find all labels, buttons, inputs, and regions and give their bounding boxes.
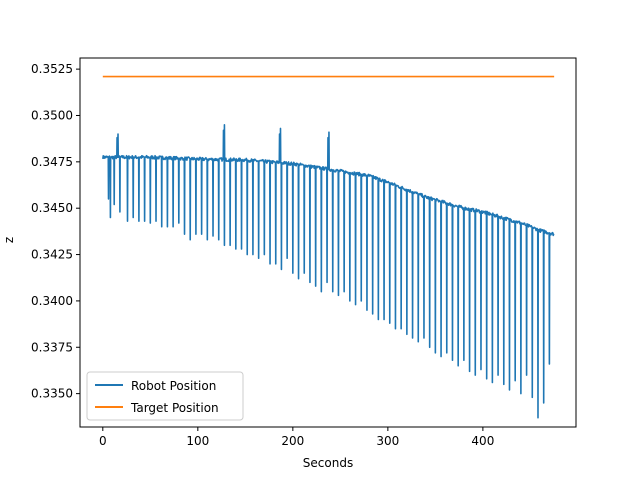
robot-position-line	[102, 123, 555, 419]
legend-label-robot-position: Robot Position	[131, 379, 216, 393]
axes: 0 100 200 300 400 0.3350 0.3375 0.3400 0.3425 0.3…	[31, 57, 577, 448]
y-tick-label: 0.3500	[31, 108, 73, 122]
legend: Robot Position Target Position	[86, 371, 244, 421]
y-tick-label: 0.3475	[31, 155, 73, 169]
plot-area	[102, 75, 555, 419]
x-tick-label: 200	[281, 434, 304, 448]
y-tick-label: 0.3525	[31, 62, 73, 76]
y-axis-label: z	[2, 237, 16, 243]
y-tick-label: 0.3400	[31, 294, 73, 308]
x-tick-label: 300	[376, 434, 399, 448]
x-axis-label: Seconds	[303, 456, 353, 470]
x-tick-label: 100	[186, 434, 209, 448]
legend-label-target-position: Target Position	[130, 401, 219, 415]
y-tick-label: 0.3375	[31, 340, 73, 354]
x-tick-label: 0	[99, 434, 107, 448]
axes-frame	[79, 57, 577, 428]
legend-frame	[86, 371, 244, 421]
x-tick-label: 400	[471, 434, 494, 448]
y-tick-label: 0.3450	[31, 201, 73, 215]
y-tick-label: 0.3425	[31, 248, 73, 262]
y-tick-label: 0.3350	[31, 387, 73, 401]
